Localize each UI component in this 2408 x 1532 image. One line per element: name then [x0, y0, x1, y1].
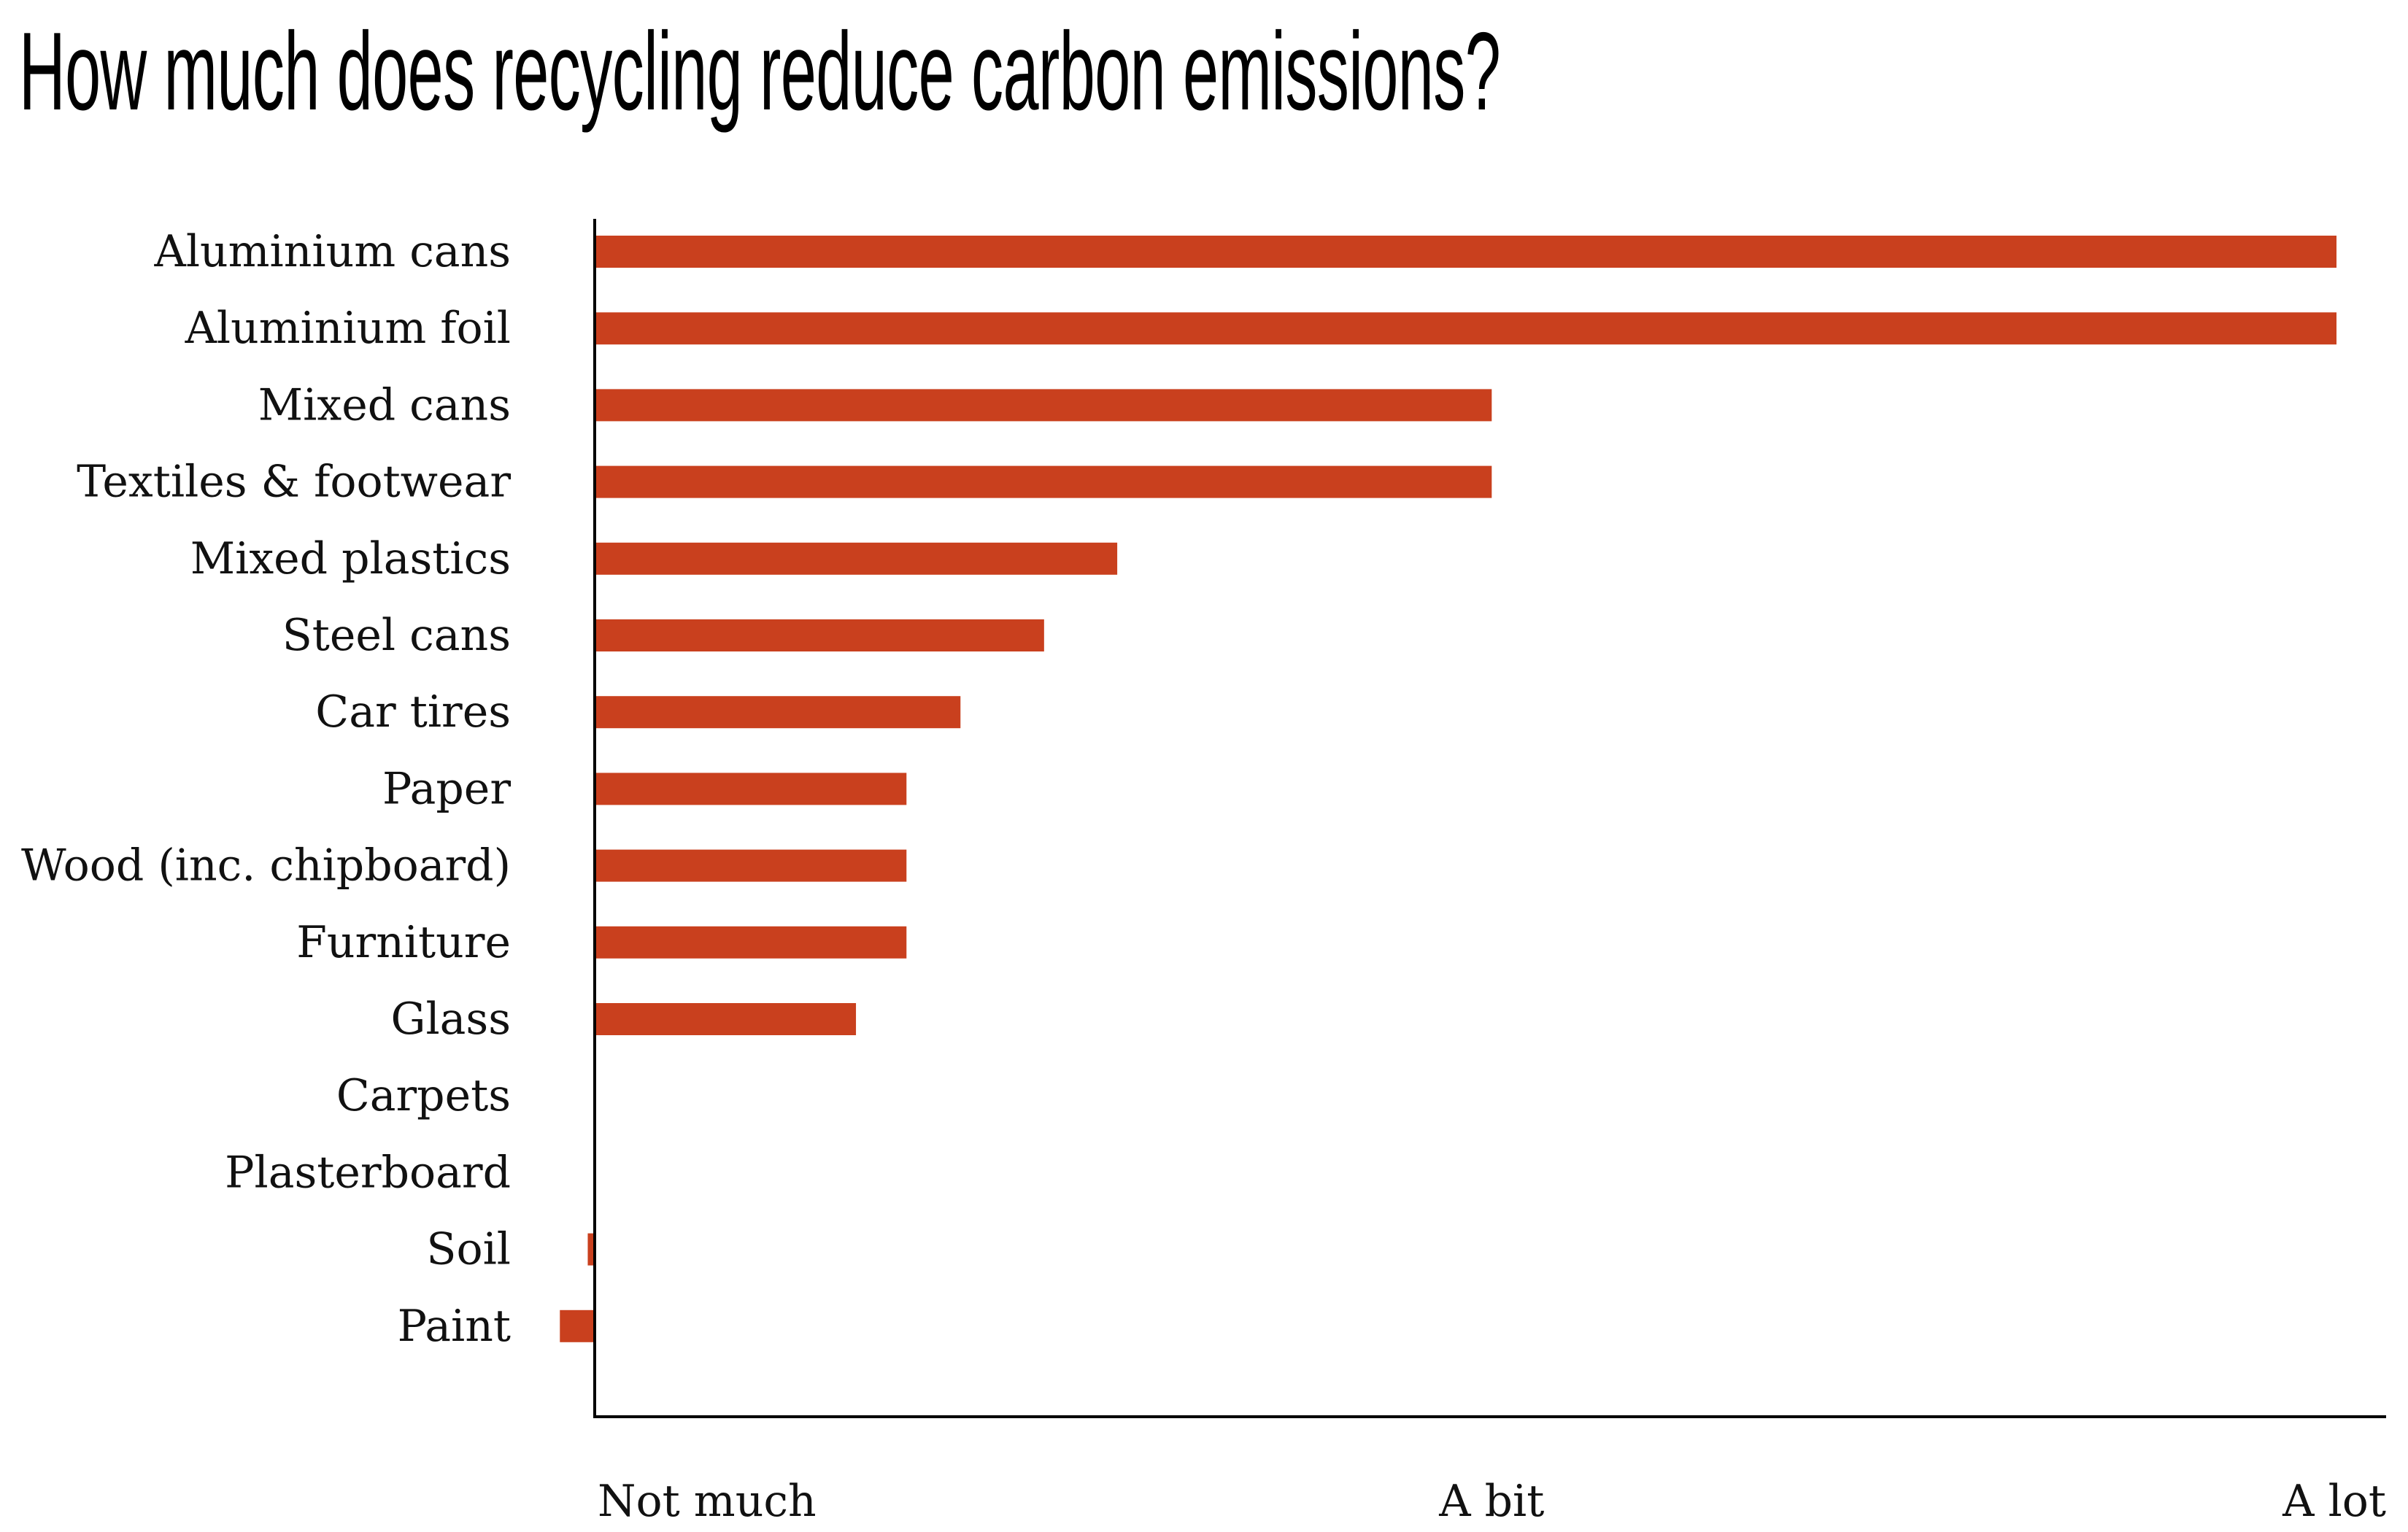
category-label: Glass	[391, 994, 511, 1045]
category-label: Furniture	[296, 917, 511, 968]
chart-title: How much does recycling reduce carbon em…	[19, 9, 1501, 134]
x-tick-label: A bit	[1438, 1476, 1544, 1527]
bar-car-tires	[595, 696, 961, 729]
bar-glass	[595, 1003, 857, 1035]
bar-mixed-cans	[595, 389, 1492, 422]
category-label: Soil	[426, 1224, 511, 1275]
category-labels-group: Aluminium cans Aluminium foil Mixed cans Te…	[21, 226, 511, 1352]
bars-group	[560, 236, 2336, 1342]
category-label: Paper	[382, 763, 511, 814]
category-label: Steel cans	[282, 610, 511, 661]
category-label: Aluminium foil	[185, 303, 511, 354]
category-label: Wood (inc. chipboard)	[21, 840, 511, 891]
x-tick-label: Not much	[598, 1476, 817, 1527]
category-label: Aluminium cans	[154, 226, 512, 277]
x-tick-labels-group: Not much A bit A lot	[598, 1476, 2386, 1527]
category-label: Mixed plastics	[190, 533, 511, 584]
bar-steel-cans	[595, 619, 1044, 651]
category-label: Mixed cans	[258, 379, 511, 430]
bar-textiles-footwear	[595, 465, 1492, 498]
bar-paper	[595, 773, 907, 805]
bar-mixed-plastics	[595, 542, 1118, 575]
category-label: Plasterboard	[225, 1147, 511, 1198]
bar-aluminium-cans	[595, 236, 2336, 268]
category-label: Textiles & footwear	[77, 457, 511, 508]
category-label: Carpets	[336, 1070, 511, 1121]
x-tick-label: A lot	[2282, 1476, 2386, 1527]
category-label: Car tires	[315, 686, 511, 738]
category-label: Paint	[398, 1301, 511, 1352]
bar-furniture	[595, 926, 907, 959]
bar-wood-inc-chipboard	[595, 849, 907, 882]
bar-aluminium-foil	[595, 312, 2336, 345]
bar-paint	[560, 1309, 595, 1342]
bar-soil	[587, 1233, 595, 1266]
